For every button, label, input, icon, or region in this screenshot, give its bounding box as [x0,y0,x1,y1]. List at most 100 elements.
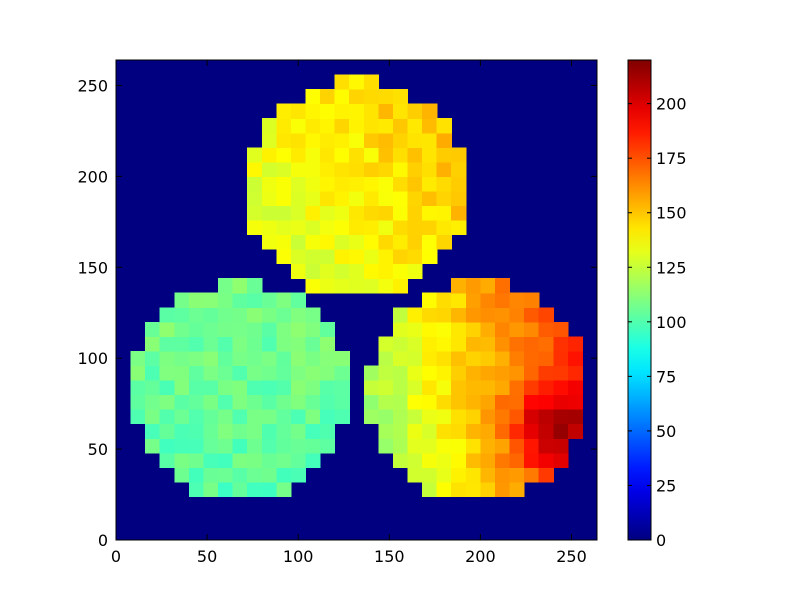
heatmap-cell [509,467,525,483]
heatmap-cell [363,103,379,119]
heatmap-cell [436,205,452,221]
heatmap-cell [188,321,205,337]
heatmap-cell [538,452,554,468]
heatmap-cell [524,409,540,425]
y-tick-label: 200 [77,167,108,186]
heatmap-cell [320,409,336,425]
heatmap-cell [247,467,263,483]
heatmap-cell [305,190,321,207]
heatmap-cell [218,350,234,367]
heatmap-cell [159,321,175,337]
heatmap-cell [363,132,379,148]
heatmap-cell [407,263,423,279]
heatmap-cell [422,365,438,381]
heatmap-cell [407,438,423,454]
heatmap-cell [261,438,277,454]
heatmap-cell [363,234,379,250]
heatmap-cell [451,147,467,163]
heatmap-cell [203,307,219,323]
heatmap-cell [392,118,409,134]
heatmap-cell [188,438,205,454]
heatmap-cell [524,336,540,352]
heatmap-cell [334,220,350,236]
heatmap-cell [247,365,263,381]
heatmap-cell [305,147,321,163]
heatmap-cell [567,336,584,352]
heatmap-cell [392,103,409,119]
heatmap-cell [422,205,438,221]
heatmap-cell [451,452,467,468]
heatmap-cell [320,278,336,294]
heatmap-cell [188,467,205,483]
heatmap-cell [407,147,423,163]
heatmap-cell [261,452,277,468]
heatmap-cell [261,336,277,352]
heatmap-cell [494,423,511,439]
heatmap-cell [276,350,292,367]
heatmap-cell [363,147,379,163]
heatmap-cell [305,452,321,468]
heatmap-cell [524,292,540,308]
heatmap-cell [145,438,161,454]
heatmap-cell [480,365,496,381]
heatmap-cell [538,350,554,367]
heatmap-cell [451,467,467,483]
heatmap-cell [232,307,248,323]
heatmap-cell [349,220,365,236]
heatmap-cell [188,336,205,352]
heatmap-cell [567,380,584,396]
heatmap-cell [290,118,307,134]
heatmap-cell [247,452,263,468]
heatmap-cell [407,394,423,410]
heatmap-cell [261,176,277,192]
heatmap-cell [509,321,525,337]
heatmap-cell [203,380,219,396]
heatmap-cell [436,438,452,454]
heatmap-cell [465,278,481,294]
plot-area [115,59,598,541]
heatmap-cell [247,190,263,207]
heatmap-cell [232,350,248,367]
heatmap-cell [392,147,409,163]
heatmap-cell [334,132,350,148]
heatmap-cell [290,234,307,250]
heatmap-cell [218,467,234,483]
heatmap-cell [247,394,263,410]
heatmap-cell [465,350,481,367]
heatmap-cell [203,292,219,308]
heatmap-cell [538,321,554,337]
heatmap-cell [465,380,481,396]
heatmap-cell [174,292,190,308]
heatmap-cell [363,365,379,381]
heatmap-cell [174,350,190,367]
heatmap-cell [349,89,365,105]
heatmap-cell [349,132,365,148]
heatmap-cell [174,438,190,454]
heatmap-cell [436,132,452,148]
heatmap-cell [436,350,452,367]
heatmap-cell [261,467,277,483]
heatmap-cell [407,190,423,207]
heatmap-cell [538,409,554,425]
heatmap-cell [436,307,452,323]
heatmap-cell [320,147,336,163]
heatmap-cell [276,220,292,236]
heatmap-cell [247,321,263,337]
heatmap-cell [188,394,205,410]
heatmap-cell [538,365,554,381]
heatmap-cell [159,380,175,396]
heatmap-cell [567,365,584,381]
heatmap-cell [218,307,234,323]
heatmap-cell [305,220,321,236]
heatmap-cell [159,365,175,381]
heatmap-cell [509,380,525,396]
heatmap-cell [334,176,350,192]
heatmap-cell [407,118,423,134]
heatmap-cell [392,452,409,468]
heatmap-cell [378,220,394,236]
x-tick-label: 150 [374,547,405,566]
heatmap-cell [392,176,409,192]
heatmap-cell [538,307,554,323]
heatmap-cell [320,220,336,236]
